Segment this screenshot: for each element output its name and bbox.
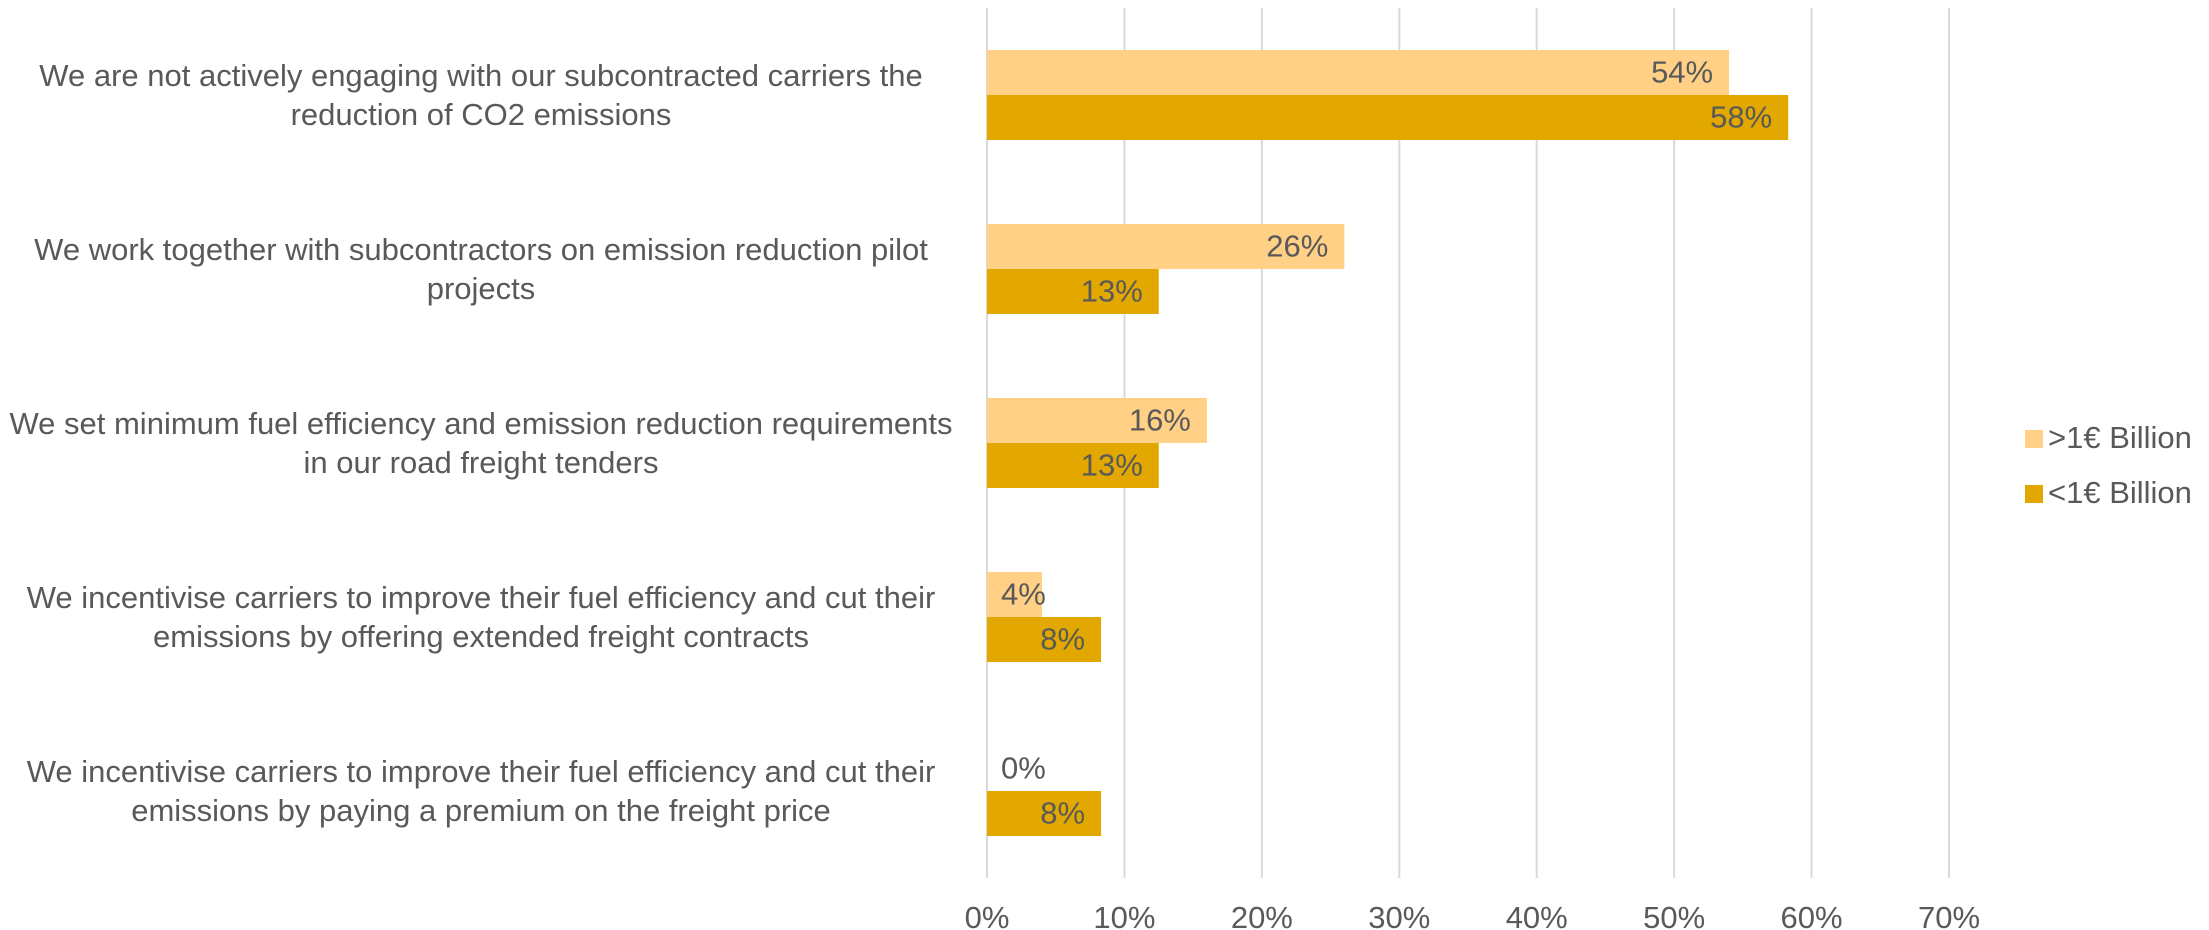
bar bbox=[987, 572, 1042, 617]
bar bbox=[987, 443, 1159, 488]
x-tick-label: 40% bbox=[1506, 900, 1568, 930]
x-tick-label: 70% bbox=[1918, 900, 1980, 930]
category-label: We work together with subcontractors on … bbox=[34, 232, 928, 306]
legend-label: >1€ Billion bbox=[2048, 420, 2192, 455]
value-label: 26% bbox=[1266, 229, 1328, 264]
legend-swatch bbox=[2025, 485, 2043, 503]
legend-label: <1€ Billion bbox=[2048, 475, 2192, 510]
category-label: We incentivise carriers to improve their… bbox=[26, 754, 936, 828]
x-tick-label: 10% bbox=[1093, 900, 1155, 930]
x-tick-label: 30% bbox=[1368, 900, 1430, 930]
legend-swatch bbox=[2025, 430, 2043, 448]
category-label: We set minimum fuel efficiency and emiss… bbox=[9, 406, 953, 480]
bar bbox=[987, 398, 1207, 443]
value-label: 16% bbox=[1129, 403, 1191, 438]
value-label: 13% bbox=[1081, 274, 1143, 309]
bar bbox=[987, 269, 1159, 314]
value-label: 8% bbox=[1040, 622, 1085, 657]
bar bbox=[987, 50, 1730, 95]
x-tick-label: 50% bbox=[1643, 900, 1705, 930]
value-label: 58% bbox=[1710, 100, 1772, 135]
x-tick-label: 20% bbox=[1231, 900, 1293, 930]
value-label: 8% bbox=[1040, 796, 1085, 831]
value-label: 4% bbox=[1001, 577, 1046, 612]
x-tick-label: 0% bbox=[965, 900, 1010, 930]
bar bbox=[987, 617, 1102, 662]
value-label: 54% bbox=[1651, 55, 1713, 90]
bar bbox=[987, 791, 1102, 836]
bar bbox=[987, 95, 1789, 140]
value-label: 0% bbox=[1001, 751, 1046, 786]
category-label: We are not actively engaging with our su… bbox=[39, 58, 923, 132]
value-label: 13% bbox=[1081, 448, 1143, 483]
bar bbox=[987, 224, 1345, 269]
x-tick-label: 60% bbox=[1781, 900, 1843, 930]
category-label: We incentivise carriers to improve their… bbox=[26, 580, 936, 654]
